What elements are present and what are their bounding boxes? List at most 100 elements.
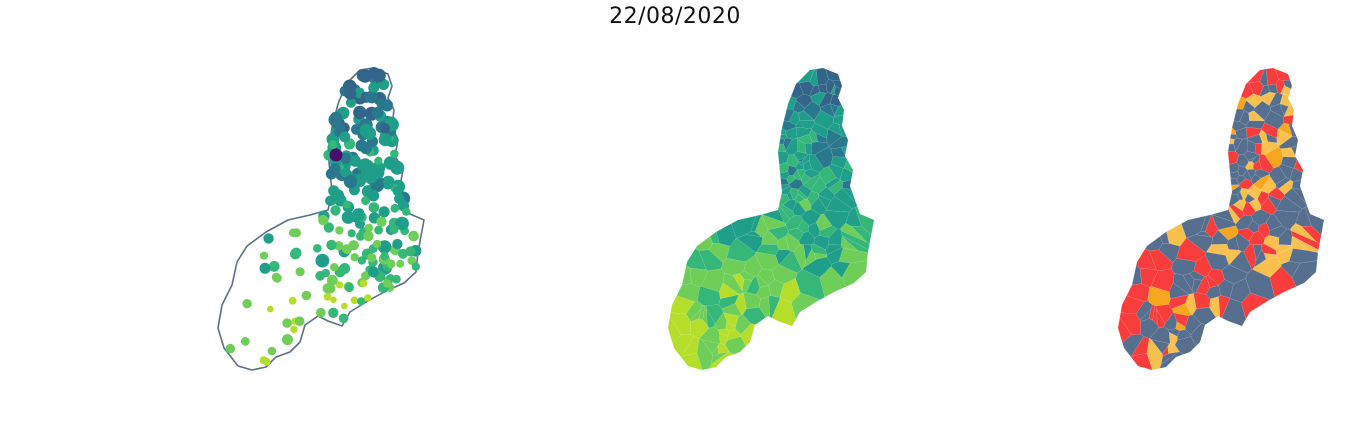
choropleth-map-panel xyxy=(450,0,900,444)
municipality-polygon xyxy=(746,68,821,84)
municipality-category-polygon xyxy=(1247,139,1256,154)
municipality-point xyxy=(359,279,368,288)
municipality-point xyxy=(341,302,348,310)
municipality-category-polygon xyxy=(1258,129,1268,143)
municipality-point xyxy=(339,263,351,274)
municipality-polygon xyxy=(668,284,695,315)
municipality-polygon xyxy=(668,281,682,370)
municipality-polygon xyxy=(729,69,797,110)
municipality-category-polygon xyxy=(1253,100,1271,121)
municipality-polygon xyxy=(815,213,833,231)
municipality-category-polygon xyxy=(1252,173,1271,191)
municipality-polygon xyxy=(792,201,806,217)
municipality-point xyxy=(376,98,388,109)
municipality-point xyxy=(330,205,341,216)
municipality-polygon xyxy=(743,107,795,122)
municipality-category-polygon xyxy=(1169,147,1240,177)
municipality-point xyxy=(364,170,378,184)
municipality-category-polygon xyxy=(1253,249,1267,268)
municipality-polygon xyxy=(803,100,821,121)
municipality-category-polygon xyxy=(1140,318,1160,339)
municipality-polygon xyxy=(756,243,779,256)
municipality-point xyxy=(290,325,298,334)
municipality-polygon xyxy=(710,351,729,365)
municipality-point xyxy=(368,67,380,79)
municipality-polygon xyxy=(791,292,863,365)
municipality-polygon xyxy=(713,312,728,330)
municipality-polygon xyxy=(792,100,805,114)
municipality-polygon xyxy=(808,129,818,143)
municipality-polygon xyxy=(785,127,798,140)
municipality-point xyxy=(315,253,330,268)
municipality-category-polygon xyxy=(1283,92,1324,117)
municipality-category-polygon xyxy=(1170,142,1237,153)
municipality-point xyxy=(343,174,358,189)
municipality-point xyxy=(290,248,301,260)
municipality-category-polygon xyxy=(1237,227,1254,242)
municipality-polygon xyxy=(688,178,720,244)
municipality-point xyxy=(240,337,250,346)
figure-title: 22/08/2020 xyxy=(609,4,741,29)
municipality-point xyxy=(390,160,405,175)
municipality-category-polygon xyxy=(1190,323,1260,370)
municipality-polygon xyxy=(841,138,874,158)
municipality-point xyxy=(328,307,339,318)
municipality-category-polygon xyxy=(1246,93,1263,109)
municipality-point xyxy=(368,202,380,213)
municipality-polygon xyxy=(843,136,874,177)
municipality-point xyxy=(357,256,367,265)
municipality-category-polygon xyxy=(1267,83,1278,94)
municipality-category-polygon xyxy=(1246,133,1263,144)
municipality-category-polygon xyxy=(1242,201,1256,217)
municipality-polygon xyxy=(815,133,828,143)
municipality-polygon xyxy=(739,270,756,281)
municipality-polygon xyxy=(786,175,797,185)
municipality-point xyxy=(353,105,367,120)
municipality-point xyxy=(411,262,420,271)
municipality-polygon xyxy=(706,304,724,325)
municipality-point xyxy=(321,268,331,278)
municipality-category-polygon xyxy=(1171,129,1238,140)
municipality-polygon xyxy=(797,139,806,154)
municipality-polygon xyxy=(668,352,707,370)
municipality-polygon xyxy=(726,237,756,262)
municipality-point xyxy=(390,149,399,159)
municipality-polygon xyxy=(829,94,856,107)
municipality-point xyxy=(357,297,366,306)
municipality-category-polygon xyxy=(1155,351,1232,370)
municipality-category-polygon xyxy=(1177,174,1240,186)
municipality-category-polygon xyxy=(1205,274,1219,288)
municipality-polygon xyxy=(721,129,788,140)
municipality-point xyxy=(392,238,403,250)
municipality-point xyxy=(390,203,400,213)
municipality-category-polygon xyxy=(1237,165,1248,176)
municipality-point xyxy=(394,193,405,204)
municipality-point xyxy=(380,251,389,261)
municipality-point xyxy=(330,296,337,304)
municipality-point xyxy=(338,313,349,324)
municipality-point xyxy=(389,224,399,235)
municipality-point xyxy=(345,97,357,108)
municipality-category-polygon xyxy=(1300,225,1324,260)
municipality-point xyxy=(341,210,355,224)
municipality-category-polygon xyxy=(1218,295,1231,322)
municipality-category-polygon xyxy=(1160,351,1179,365)
municipality-category-polygon xyxy=(1118,284,1145,315)
municipality-polygon xyxy=(807,190,820,207)
municipality-polygon xyxy=(817,68,874,82)
municipality-polygon xyxy=(802,173,821,191)
municipality-category-polygon xyxy=(1279,94,1306,107)
municipality-polygon xyxy=(690,318,710,339)
municipality-point xyxy=(376,216,387,227)
municipality-point xyxy=(398,248,408,259)
municipality-point xyxy=(288,296,297,305)
municipality-point xyxy=(382,178,394,190)
municipality-polygon xyxy=(828,228,843,246)
municipality-category-polygon xyxy=(1118,221,1142,289)
municipality-point xyxy=(356,231,365,241)
municipality-category-polygon xyxy=(1189,270,1206,281)
municipality-point xyxy=(367,253,377,263)
municipality-point xyxy=(408,230,419,242)
municipality-polygon xyxy=(801,208,822,226)
municipality-point xyxy=(365,91,378,104)
